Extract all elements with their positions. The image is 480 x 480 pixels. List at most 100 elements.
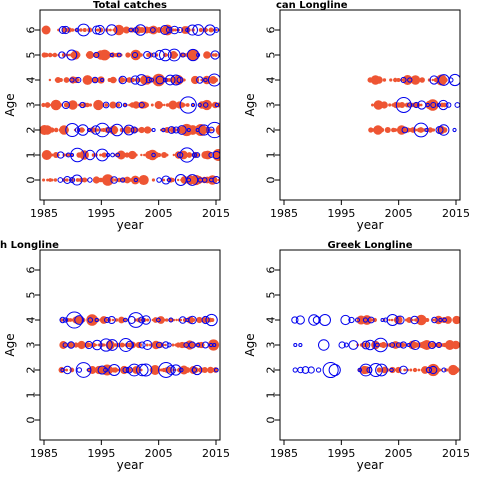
observed-point (171, 28, 175, 32)
observed-point (431, 78, 435, 82)
residual-point (87, 127, 92, 133)
observed-point (422, 318, 425, 322)
residual-point (136, 363, 149, 377)
residual-point (190, 102, 196, 108)
observed-point (176, 178, 180, 182)
observed-point (165, 103, 170, 107)
residual-point (436, 342, 442, 348)
residual-point (97, 365, 107, 375)
observed-point (42, 125, 52, 135)
residual-point (154, 49, 165, 61)
chart-title: h Longline (0, 240, 59, 251)
residual-point (298, 342, 303, 348)
y-tick-label: 1 (25, 152, 38, 159)
observed-point (410, 75, 421, 85)
residual-point (214, 102, 220, 108)
marks-3 (291, 313, 460, 379)
residual-point (67, 341, 75, 349)
observed-point (418, 127, 424, 133)
observed-point (136, 77, 141, 83)
x-tick-label: 2015 (442, 207, 470, 220)
observed-point (149, 343, 153, 347)
residual-point (135, 74, 148, 86)
residual-point (186, 127, 191, 133)
observed-point (53, 127, 59, 133)
y-tick-label: 1 (25, 392, 38, 399)
observed-point (70, 153, 74, 157)
observed-point (122, 78, 126, 82)
y-axis-label: Age (243, 333, 257, 356)
observed-point (376, 367, 382, 373)
residual-point (389, 342, 396, 348)
marks-0 (40, 23, 223, 186)
residual-point (207, 73, 220, 87)
residual-point (203, 102, 209, 108)
observed-point (75, 178, 80, 182)
residual-point (188, 315, 197, 325)
residual-point (452, 127, 457, 133)
observed-point (113, 178, 118, 182)
observed-point (149, 128, 153, 132)
residual-point (79, 101, 86, 109)
residual-point (110, 152, 115, 158)
observed-point (85, 102, 90, 108)
residual-point (438, 99, 449, 111)
observed-point (143, 126, 152, 134)
observed-point (186, 316, 194, 324)
observed-point (73, 342, 79, 348)
observed-point (444, 316, 452, 324)
observed-point (42, 178, 46, 182)
observed-point (452, 315, 460, 325)
observed-point (67, 341, 74, 349)
observed-point (419, 77, 425, 83)
observed-point (416, 314, 427, 326)
residual-point (191, 152, 198, 158)
observed-point (47, 52, 53, 58)
observed-point (442, 102, 447, 108)
observed-point (105, 340, 115, 350)
observed-point (88, 103, 93, 107)
observed-point (370, 318, 374, 322)
observed-point (82, 75, 93, 85)
residual-point (151, 152, 156, 158)
y-tick-label: 2 (25, 127, 38, 134)
observed-point (120, 28, 124, 32)
residual-point (63, 365, 72, 375)
observed-point (96, 128, 100, 132)
observed-point (46, 178, 49, 182)
observed-point (396, 77, 401, 83)
residual-point (138, 316, 146, 324)
residual-point (116, 52, 122, 58)
observed-point (128, 150, 137, 160)
observed-point (99, 153, 102, 157)
observed-point (98, 102, 105, 108)
y-tick-label: 5 (25, 52, 38, 59)
observed-point (380, 101, 388, 109)
observed-point (165, 153, 169, 157)
y-tick-label: 3 (265, 102, 278, 109)
residual-point (58, 51, 66, 59)
observed-point (220, 29, 223, 32)
residual-point (188, 341, 196, 349)
observed-point (82, 27, 87, 33)
observed-point (111, 318, 115, 322)
residual-point (142, 339, 153, 351)
residual-point (204, 24, 216, 36)
y-tick-label: 1 (265, 152, 278, 159)
x-tick-label: 2015 (442, 447, 470, 460)
chart-panel-0: 1985 1995 2005 2015 0 1 2 3 4 5 6 year Age Total catc… (3, 0, 230, 232)
y-axis-label: Age (243, 93, 257, 116)
observed-point (201, 367, 208, 373)
residual-point (138, 341, 146, 349)
observed-point (106, 367, 113, 373)
residual-point (429, 365, 438, 375)
residual-point (58, 26, 67, 34)
residual-point (115, 152, 121, 158)
observed-point (125, 52, 131, 58)
residual-point (128, 27, 134, 33)
residual-point (125, 340, 135, 350)
residual-point (213, 367, 219, 373)
observed-point (213, 77, 219, 83)
residual-point (186, 48, 200, 62)
observed-point (109, 76, 117, 84)
